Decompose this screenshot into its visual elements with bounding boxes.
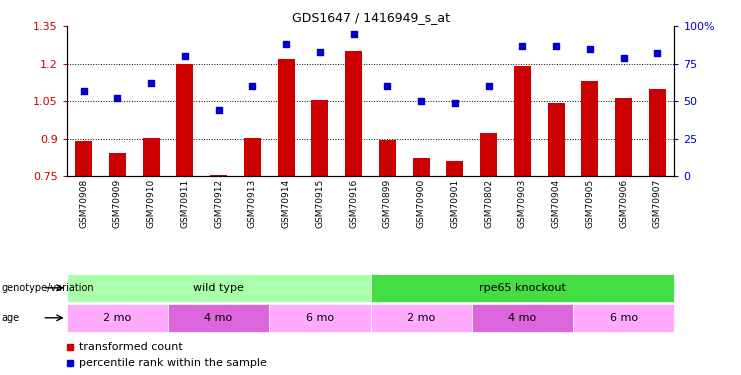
Bar — [269, 304, 370, 332]
Text: 4 mo: 4 mo — [205, 313, 233, 323]
Bar — [649, 89, 666, 176]
Bar — [413, 158, 430, 176]
Bar — [278, 59, 295, 176]
Point — [618, 55, 630, 61]
Bar — [176, 64, 193, 176]
Point — [651, 50, 663, 56]
Bar — [109, 153, 126, 176]
Point — [280, 41, 292, 47]
Bar — [244, 138, 261, 176]
Text: 4 mo: 4 mo — [508, 313, 536, 323]
Point — [482, 83, 494, 89]
Bar — [379, 140, 396, 176]
Text: wild type: wild type — [193, 283, 244, 293]
Point — [111, 95, 123, 101]
Text: percentile rank within the sample: percentile rank within the sample — [79, 358, 268, 368]
Bar — [480, 132, 497, 176]
Text: transformed count: transformed count — [79, 342, 183, 352]
Bar — [370, 274, 674, 302]
Text: age: age — [1, 313, 19, 323]
Point — [449, 100, 461, 106]
Bar — [142, 138, 159, 176]
Bar — [210, 175, 227, 176]
Point — [415, 98, 427, 104]
Point — [584, 46, 596, 52]
Bar — [67, 304, 168, 332]
Point — [247, 83, 259, 89]
Bar — [75, 141, 92, 176]
Point — [551, 43, 562, 49]
Text: 6 mo: 6 mo — [610, 313, 638, 323]
Bar — [168, 304, 269, 332]
Bar — [311, 100, 328, 176]
Point — [64, 344, 76, 350]
Bar — [472, 304, 573, 332]
Bar — [370, 304, 472, 332]
Point — [314, 49, 326, 55]
Point — [145, 80, 157, 86]
Bar — [615, 98, 632, 176]
Bar — [573, 304, 674, 332]
Text: genotype/variation: genotype/variation — [1, 283, 94, 293]
Point — [179, 53, 190, 59]
Title: GDS1647 / 1416949_s_at: GDS1647 / 1416949_s_at — [291, 11, 450, 24]
Point — [64, 360, 76, 366]
Bar — [582, 81, 599, 176]
Bar — [548, 102, 565, 176]
Bar — [67, 274, 370, 302]
Bar — [345, 51, 362, 176]
Text: 6 mo: 6 mo — [306, 313, 334, 323]
Bar — [514, 66, 531, 176]
Text: 2 mo: 2 mo — [407, 313, 435, 323]
Point — [348, 31, 359, 37]
Text: 2 mo: 2 mo — [103, 313, 131, 323]
Text: rpe65 knockout: rpe65 knockout — [479, 283, 566, 293]
Bar — [447, 161, 463, 176]
Point — [213, 107, 225, 113]
Point — [382, 83, 393, 89]
Point — [516, 43, 528, 49]
Point — [78, 88, 90, 94]
